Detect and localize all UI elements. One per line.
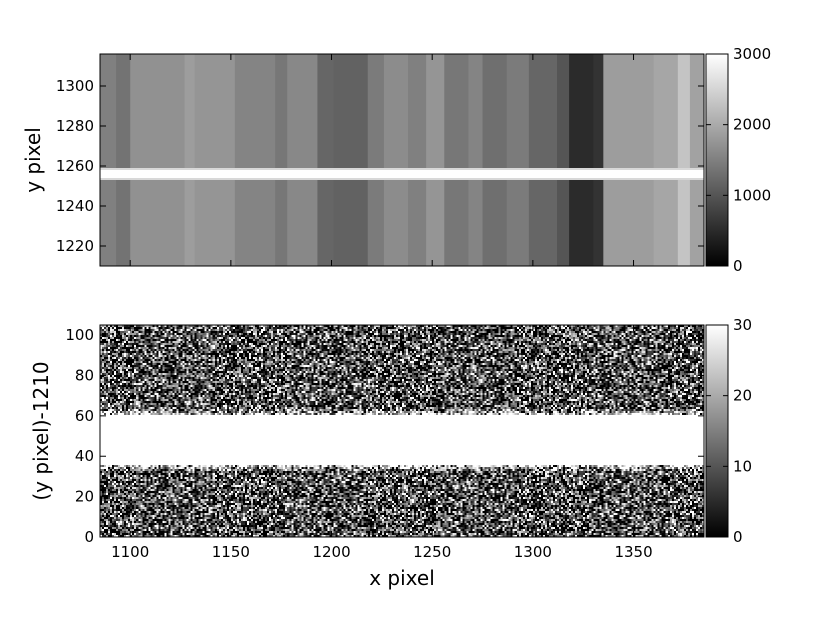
column-band-18 [528, 54, 558, 266]
top-y-tick-label: 1300 [56, 77, 94, 95]
column-band-25 [689, 54, 705, 266]
bottom-x-tick-label: 1350 [614, 543, 652, 561]
top-y-tick-label: 1240 [56, 197, 94, 215]
bottom-colorbar-tick-label: 0 [733, 528, 743, 546]
bottom-colorbar-tick-label: 30 [733, 316, 752, 334]
bottom-y-axis-label: (y pixel)-1210 [29, 361, 53, 500]
top-colorbar: 0 1000 2000 3000 [705, 45, 771, 275]
bottom-x-tick-label: 1300 [514, 543, 552, 561]
column-band-2 [130, 54, 186, 266]
column-band-8 [317, 54, 335, 266]
column-band-14 [444, 54, 469, 266]
bottom-y-tick-label: 0 [84, 528, 94, 546]
column-band-9 [333, 54, 369, 266]
top-colorbar-gradient [705, 53, 729, 267]
noise-image [100, 325, 704, 537]
bottom-x-tick-label: 1200 [312, 543, 350, 561]
column-band-10 [367, 54, 385, 266]
column-band-7 [287, 54, 318, 266]
column-band-11 [383, 54, 409, 266]
column-band-16 [482, 54, 508, 266]
top-y-tick-label: 1220 [56, 237, 94, 255]
column-band-0 [100, 54, 117, 266]
column-band-5 [234, 54, 276, 266]
bright-band [100, 170, 704, 178]
top-colorbar-tick-label: 3000 [733, 45, 771, 63]
bottom-colorbar: 0 10 20 30 [705, 316, 752, 546]
column-band-13 [426, 54, 445, 266]
column-band-19 [557, 54, 570, 266]
top-y-tick-label: 1260 [56, 157, 94, 175]
top-y-tick-label: 1280 [56, 117, 94, 135]
top-colorbar-tick-label: 2000 [733, 116, 771, 134]
bottom-y-tick-label: 60 [75, 407, 94, 425]
top-colorbar-tick-label: 0 [733, 257, 743, 275]
bottom-y-tick-label: 40 [75, 447, 94, 465]
bottom-y-tick-label: 100 [65, 326, 94, 344]
bottom-x-tick-label: 1150 [212, 543, 250, 561]
x-axis-label: x pixel [369, 566, 435, 590]
bottom-colorbar-gradient [705, 324, 729, 538]
column-band-12 [408, 54, 427, 266]
column-band-24 [677, 54, 691, 266]
column-band-4 [194, 54, 236, 266]
column-band-1 [116, 54, 131, 266]
bottom-colorbar-tick-label: 10 [733, 457, 752, 475]
column-band-17 [506, 54, 530, 266]
column-band-6 [275, 54, 288, 266]
column-band-3 [184, 54, 196, 266]
bottom-plot-frame [99, 324, 705, 538]
bottom-x-tick-label: 1100 [111, 543, 149, 561]
top-plot-frame [99, 53, 705, 267]
bottom-y-tick-label: 20 [75, 488, 94, 506]
top-heatmap-image [100, 54, 705, 266]
column-band-20 [569, 54, 594, 266]
top-y-axis-label: y pixel [21, 127, 45, 193]
top-colorbar-tick-label: 1000 [733, 186, 771, 204]
bottom-colorbar-tick-label: 20 [733, 387, 752, 405]
column-band-21 [593, 54, 604, 266]
column-band-23 [653, 54, 679, 266]
top-axis-ticks: 1220 1240 1260 1280 1300 [56, 54, 704, 266]
bottom-x-tick-label: 1250 [413, 543, 451, 561]
bottom-y-tick-label: 80 [75, 366, 94, 384]
column-band-15 [468, 54, 484, 266]
column-band-22 [603, 54, 655, 266]
bottom-heatmap-image [100, 325, 704, 537]
top-panel: 1220 1240 1260 1280 1300 y pixel 0 1000 2000 30… [21, 45, 771, 275]
bottom-axis-ticks: 1100 1150 1200 1250 1300 1350 0 20 40 60 80 100 [65, 325, 704, 561]
